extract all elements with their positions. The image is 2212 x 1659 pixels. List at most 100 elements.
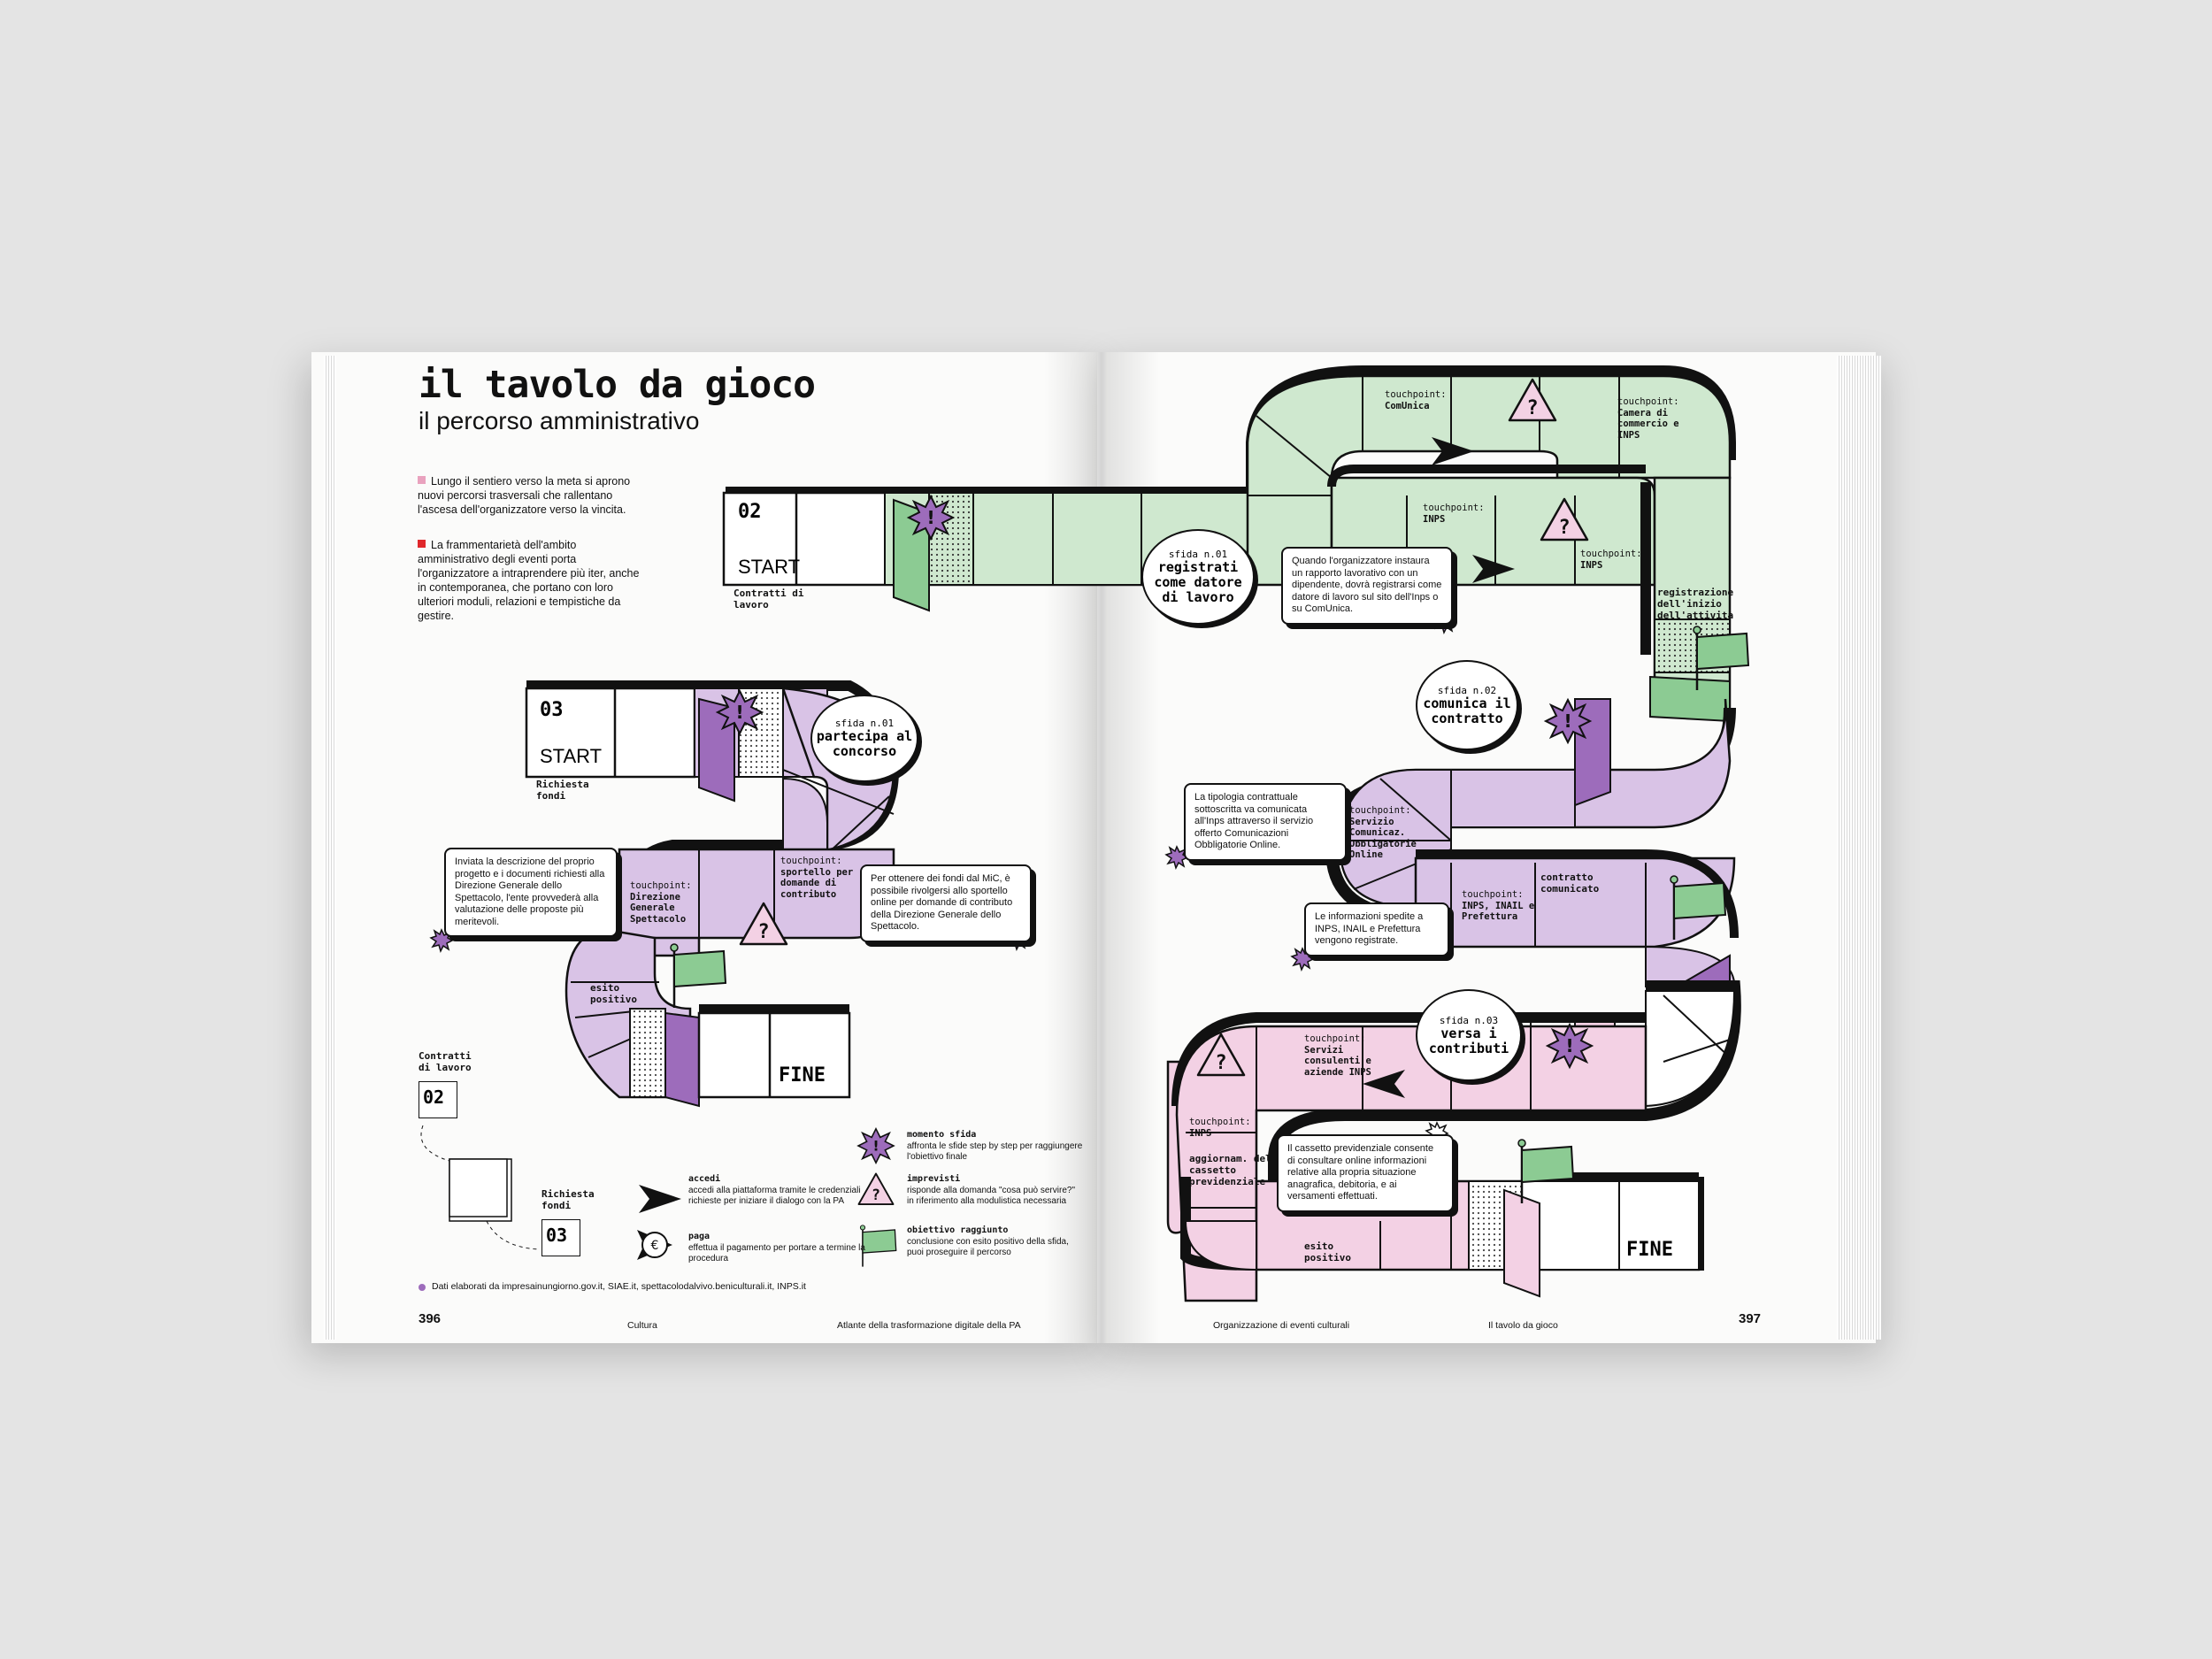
path-02-step-esito: esito positivo xyxy=(1304,1240,1351,1263)
touchpoint-key: touchpoint: xyxy=(1580,549,1642,559)
legend-text: affronta le sfide step by step per raggi… xyxy=(907,1141,1083,1163)
page-edges-left xyxy=(324,356,336,1340)
path-02-bubble-3: Le informazioni spedite a INPS, INAIL e … xyxy=(1304,902,1449,956)
bullet-square xyxy=(418,540,426,548)
path-03-touchpoint-2: touchpoint: sportello per domande di con… xyxy=(780,856,879,900)
intro-paragraph-1: Lungo il sentiero verso la meta si apron… xyxy=(418,475,631,516)
mini-map-b-number: 03 xyxy=(546,1225,568,1246)
legend-title: obiettivo raggiunto xyxy=(907,1225,1009,1235)
arrow-icon xyxy=(639,1185,681,1213)
path-02-label: Contratti di lavoro xyxy=(733,588,804,611)
touchpoint-value: sportello per domande di contributo xyxy=(780,866,854,900)
path-03-bubble-1: Inviata la descrizione del proprio proge… xyxy=(444,848,618,937)
legend-text: effettua il pagamento per portare a term… xyxy=(688,1242,865,1264)
path-02-bubble-2: La tipologia contrattuale sottoscritta v… xyxy=(1184,783,1347,861)
burst-icon xyxy=(857,1128,895,1164)
path-02-bubble-4: Il cassetto previdenziale consente di co… xyxy=(1277,1134,1454,1212)
burst-icon xyxy=(717,690,763,734)
touchpoint-value: Camera di commercio e INPS xyxy=(1617,407,1679,441)
page-number-right: 397 xyxy=(1739,1311,1762,1326)
path-02-step-contratto: contratto comunicato xyxy=(1540,872,1600,895)
touchpoint-key: touchpoint: xyxy=(1423,503,1485,513)
path-03-track xyxy=(525,680,900,1108)
path-02-step-registrazione: registrazione dell'inizio dell'attività xyxy=(1657,587,1734,621)
page-edges-right xyxy=(1837,356,1881,1340)
path-02-touchpoint-1: touchpoint: ComUnica xyxy=(1385,389,1464,411)
bullet-square xyxy=(418,476,426,484)
touchpoint-key: touchpoint: xyxy=(630,880,692,891)
path-03-step: esito positivo xyxy=(590,982,637,1005)
challenge-number: sfida n.01 xyxy=(834,718,895,729)
legend-obiettivo: obiettivo raggiunto conclusione con esito… xyxy=(907,1225,1084,1259)
touchpoint-key: touchpoint: xyxy=(1304,1033,1366,1044)
path-02-touchpoint-7: touchpoint: Servizi consulenti e aziende… xyxy=(1304,1033,1375,1078)
path-03-label: Richiesta fondi xyxy=(536,779,589,802)
path-02-touchpoint-8: touchpoint: INPS xyxy=(1189,1117,1260,1139)
burst-icon xyxy=(1547,1024,1593,1068)
path-03-touchpoint-1: touchpoint: Direzione Generale Spettacol… xyxy=(630,880,710,925)
touchpoint-value: INPS xyxy=(1423,513,1446,525)
challenge-title: comunica il contratto xyxy=(1423,695,1511,726)
flag-icon xyxy=(859,1224,897,1268)
path-03-bubble-2: Per ottenere dei fondi dal MiC, è possib… xyxy=(860,864,1032,942)
touchpoint-value: INPS, INAIL e Prefettura xyxy=(1462,900,1535,923)
touchpoint-key: touchpoint: xyxy=(1385,389,1447,400)
mini-map-a-number: 02 xyxy=(423,1087,445,1108)
path-02-bubble-1: Quando l'organizzatore instaura un rappo… xyxy=(1281,547,1453,625)
touchpoint-value: Servizio Comunicaz. Obbligatorie Online xyxy=(1349,816,1417,861)
mini-map-a: 02 xyxy=(419,1081,457,1118)
path-03-end-label: FINE xyxy=(779,1064,826,1087)
path-02-touchpoint-6: touchpoint: INPS, INAIL e Prefettura xyxy=(1462,889,1541,923)
footer-chapter: Il tavolo da gioco xyxy=(1488,1320,1558,1331)
path-02-touchpoint-5: touchpoint: Servizio Comunicaz. Obbligat… xyxy=(1349,805,1447,861)
burst-icon xyxy=(1545,699,1591,743)
touchpoint-value: Servizi consulenti e aziende INPS xyxy=(1304,1044,1371,1078)
footer-book: Atlante della trasformazione digitale de… xyxy=(837,1320,1021,1331)
page-subtitle: il percorso amministrativo xyxy=(419,407,700,434)
source-note: Dati elaborati da impresainungiorno.gov.… xyxy=(432,1281,806,1292)
mini-map-a-label: Contratti di lavoro xyxy=(419,1050,472,1073)
legend-accedi: accedi accedi alla piattaforma tramite le… xyxy=(688,1174,865,1208)
touchpoint-key: touchpoint: xyxy=(1189,1117,1251,1127)
page-number-left: 396 xyxy=(419,1311,442,1326)
path-02-start-label: START xyxy=(738,556,801,578)
challenge-number: sfida n.03 xyxy=(1439,1014,1499,1026)
svg-text:€: € xyxy=(651,1239,659,1253)
legend-text: risponde alla domanda "cosa può servire?… xyxy=(907,1185,1075,1207)
source-bullet xyxy=(419,1284,426,1291)
footer-topic: Organizzazione di eventi culturali xyxy=(1213,1320,1350,1331)
legend-momento-sfida: momento sfida affronta le sfide step by s… xyxy=(907,1130,1084,1164)
challenge-number: sfida n.01 xyxy=(1168,549,1228,560)
challenge-title: partecipa al concorso xyxy=(816,728,913,759)
touchpoint-key: touchpoint: xyxy=(1617,396,1679,407)
footer-section: Cultura xyxy=(627,1320,657,1331)
touchpoint-value: INPS xyxy=(1189,1127,1212,1139)
legend-text: accedi alla piattaforma tramite le crede… xyxy=(688,1185,861,1207)
legend-title: momento sfida xyxy=(907,1130,977,1140)
path-02-challenge-3: sfida n.03 versa i contributi xyxy=(1416,989,1522,1081)
path-02-challenge-1: sfida n.01 registrati come datore di lav… xyxy=(1141,529,1255,625)
path-02-pink-track xyxy=(1166,980,1741,1302)
challenge-title: registrati come datore di lavoro xyxy=(1154,559,1242,605)
legend-title: paga xyxy=(688,1232,710,1241)
path-02-end-label: FINE xyxy=(1626,1239,1673,1261)
mini-map-b: 03 xyxy=(541,1219,580,1256)
path-02-touchpoint-3: touchpoint: INPS xyxy=(1423,503,1502,525)
legend-paga: paga effettua il pagamento per portare a … xyxy=(688,1232,865,1265)
path-02-step-cassetto: aggiornam. del cassetto previdenziale xyxy=(1189,1153,1271,1187)
mini-map-b-label: Richiesta fondi xyxy=(541,1188,595,1211)
challenge-title: versa i contributi xyxy=(1428,1025,1509,1056)
path-02-touchpoint-2: touchpoint: Camera di commercio e INPS xyxy=(1617,396,1697,441)
touchpoint-value: ComUnica xyxy=(1385,400,1430,411)
page-title: il tavolo da gioco xyxy=(419,363,816,407)
touchpoint-value: INPS xyxy=(1580,559,1603,571)
path-02-purple-track xyxy=(1325,698,1739,993)
legend-title: imprevisti xyxy=(907,1174,961,1184)
euro-icon: € xyxy=(637,1230,672,1260)
path-02-number: 02 xyxy=(738,501,762,523)
challenge-number: sfida n.02 xyxy=(1437,684,1497,696)
touchpoint-value: Direzione Generale Spettacolo xyxy=(630,891,687,925)
legend-imprevisti: imprevisti risponde alla domanda "cosa pu… xyxy=(907,1174,1084,1208)
legend-title: accedi xyxy=(688,1174,721,1184)
